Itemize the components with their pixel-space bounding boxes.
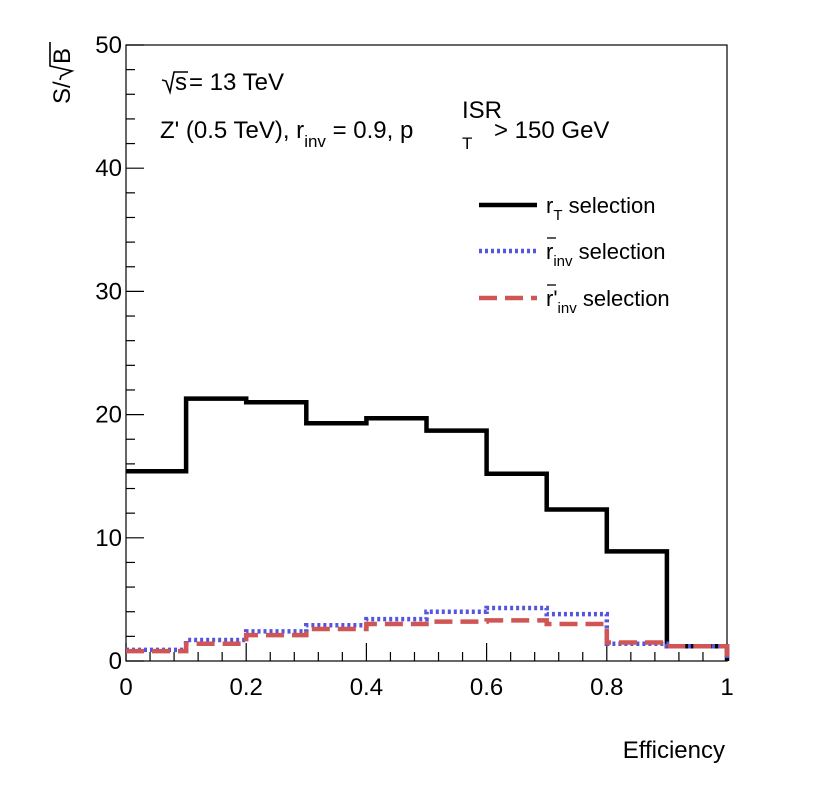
x-tick-label: 0.4	[350, 674, 383, 701]
series-layer	[126, 396, 730, 661]
legend: rT selection rinv selection r'inv selectio…	[479, 193, 670, 317]
y-axis-sqrt-sign	[49, 42, 75, 81]
legend-label-2: r'inv selection	[546, 286, 670, 317]
x-axis-title: Efficiency	[623, 737, 725, 764]
x-tick-label: 0	[119, 674, 132, 701]
legend-label-0: rT selection	[546, 193, 655, 224]
x-axis-tick-labels: 0 0.2 0.4 0.6 0.8 1	[119, 674, 733, 701]
series-line-2	[126, 618, 730, 661]
model-annotation: Z' (0.5 TeV), rinv = 0.9, p	[160, 117, 413, 151]
model-pt-annotation: T	[462, 134, 472, 153]
legend-label-1: rinv selection	[546, 239, 665, 270]
energy-annotation: s = 13 TeV	[161, 69, 284, 96]
plot-frame	[125, 44, 728, 662]
x-tick-label: 0.2	[230, 674, 263, 701]
y-tick-label: 0	[109, 648, 122, 675]
y-axis-tick-labels: 0 10 20 30 40 50	[95, 32, 122, 675]
model-pt-sub: T	[462, 134, 472, 153]
model-rinv-sub: inv	[304, 132, 326, 151]
y-tick-label: 30	[95, 278, 122, 305]
y-tick-label: 40	[95, 155, 122, 182]
y-axis-title: S/ B	[49, 42, 76, 104]
x-tick-label: 0.6	[470, 674, 503, 701]
y-tick-label: 50	[95, 32, 122, 59]
energy-value: = 13 TeV	[189, 69, 284, 96]
series-line-1	[126, 605, 730, 661]
x-tick-label: 0.8	[590, 674, 623, 701]
energy-sqrt-arg: s	[175, 69, 187, 96]
y-axis-sqrt-arg: B	[49, 48, 76, 64]
model-pt-value: > 150 GeV	[494, 117, 609, 144]
y-tick-label: 20	[95, 402, 122, 429]
x-tick-label: 1	[720, 674, 733, 701]
series-line-0	[126, 396, 730, 661]
y-axis-ticks	[126, 44, 144, 662]
y-tick-label: 10	[95, 525, 122, 552]
model-pt-sup: ISR	[462, 97, 502, 124]
model-prefix: Z' (0.5 TeV), r	[160, 117, 304, 144]
y-axis-title-text: S/	[49, 81, 76, 104]
model-rinv-value: = 0.9, p	[326, 117, 413, 144]
energy-sqrt-sign	[161, 71, 188, 95]
x-axis-ticks	[125, 643, 728, 661]
